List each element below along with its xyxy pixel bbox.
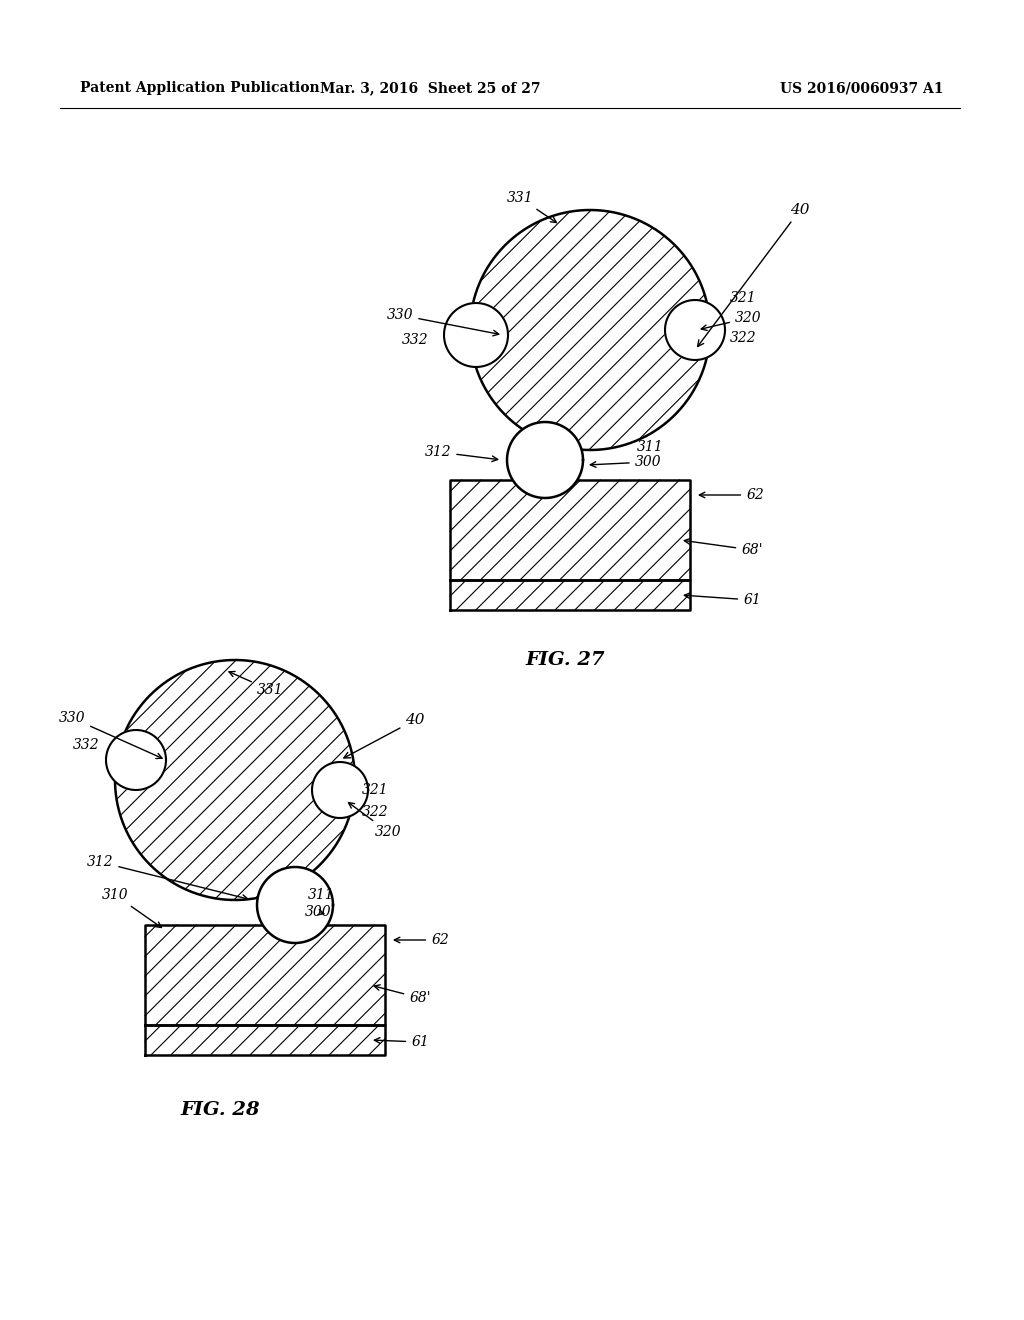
Text: 321: 321	[730, 290, 757, 305]
Text: 68': 68'	[374, 985, 431, 1005]
Text: 332: 332	[73, 738, 99, 752]
Polygon shape	[507, 422, 583, 498]
Text: 310: 310	[101, 888, 162, 928]
Polygon shape	[444, 304, 508, 367]
Text: 68': 68'	[684, 539, 763, 557]
Text: Mar. 3, 2016  Sheet 25 of 27: Mar. 3, 2016 Sheet 25 of 27	[319, 81, 541, 95]
Text: 320: 320	[348, 803, 401, 840]
Text: 330: 330	[58, 711, 162, 759]
Text: 62: 62	[699, 488, 764, 502]
Text: 40: 40	[344, 713, 425, 758]
Text: 312: 312	[425, 445, 498, 462]
Text: US 2016/0060937 A1: US 2016/0060937 A1	[780, 81, 943, 95]
Text: 300: 300	[305, 906, 332, 919]
Text: 322: 322	[730, 331, 757, 345]
Text: 331: 331	[507, 191, 556, 223]
Text: 300: 300	[590, 455, 662, 469]
Text: 62: 62	[394, 933, 449, 946]
Polygon shape	[665, 300, 725, 360]
Text: 331: 331	[229, 672, 284, 697]
Text: 332: 332	[402, 333, 429, 347]
Polygon shape	[106, 730, 166, 789]
Text: 321: 321	[362, 783, 389, 797]
Polygon shape	[312, 762, 368, 818]
Text: 312: 312	[87, 855, 248, 900]
Text: 322: 322	[362, 805, 389, 818]
Text: 311: 311	[308, 888, 335, 902]
Text: 40: 40	[697, 203, 810, 347]
Text: 61: 61	[684, 593, 761, 607]
Text: 330: 330	[387, 308, 499, 335]
Text: 320: 320	[701, 312, 762, 330]
Text: FIG. 28: FIG. 28	[180, 1101, 260, 1119]
Text: 311: 311	[637, 440, 664, 454]
Polygon shape	[257, 867, 333, 942]
Text: FIG. 27: FIG. 27	[525, 651, 605, 669]
Text: Patent Application Publication: Patent Application Publication	[80, 81, 319, 95]
Text: 61: 61	[375, 1035, 429, 1049]
